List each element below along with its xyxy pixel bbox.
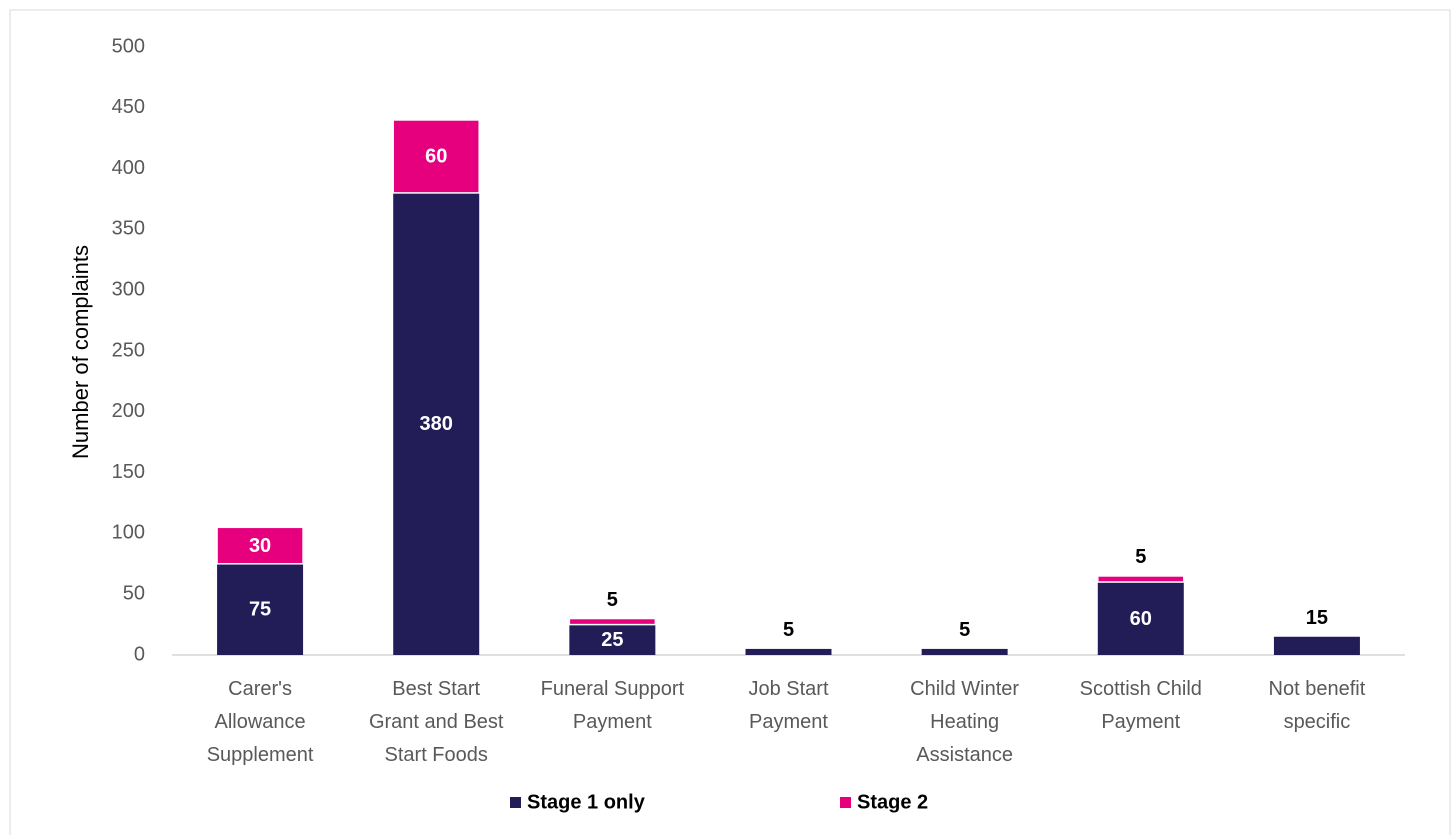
bar-segment <box>745 648 832 655</box>
x-tick-label: Child Winter Heating Assistance <box>910 678 1019 766</box>
y-tick-label: 250 <box>112 339 145 361</box>
legend-label: Stage 2 <box>857 791 928 813</box>
bar-segment <box>393 192 480 656</box>
bar-segment <box>392 119 480 194</box>
data-label: 60 <box>425 146 447 168</box>
y-tick-label: 0 <box>134 643 145 665</box>
x-tick-line: Job Start <box>748 678 828 700</box>
legend-swatch <box>510 797 521 808</box>
x-tick-line: Best Start <box>392 678 480 700</box>
legend-label: Stage 1 only <box>527 791 646 813</box>
y-axis-label: Number of complaints <box>68 245 93 459</box>
x-tick-line: Carer's <box>228 678 292 700</box>
bar-segment <box>568 617 657 626</box>
legend-swatch <box>840 797 851 808</box>
x-tick-label: Best Start Grant and Best Start Foods <box>369 678 504 766</box>
data-label: 5 <box>783 619 794 641</box>
x-tick-label: Scottish Child Payment <box>1080 678 1202 733</box>
data-label: 5 <box>607 589 618 611</box>
y-tick-label: 400 <box>112 157 145 179</box>
data-label: 60 <box>1130 608 1152 630</box>
data-label: 380 <box>420 413 453 435</box>
x-tick-line: Allowance <box>214 711 305 733</box>
y-tick-label: 300 <box>112 278 145 300</box>
x-tick-line: Heating <box>930 711 999 733</box>
y-tick-label: 450 <box>112 96 145 118</box>
x-tick-line: Payment <box>749 711 828 733</box>
bar-segment <box>217 563 304 655</box>
x-tick-line: Payment <box>1101 711 1180 733</box>
data-label: 15 <box>1306 607 1328 629</box>
data-label: 5 <box>959 619 970 641</box>
x-tick-label: Not benefit specific <box>1269 678 1366 733</box>
x-tick-line: Payment <box>573 711 652 733</box>
x-tick-line: Not benefit <box>1269 678 1366 700</box>
x-tick-label: Funeral Support Payment <box>541 678 685 733</box>
bar-segment <box>1097 582 1184 655</box>
bar-segment <box>569 624 656 655</box>
x-tick-line: specific <box>1284 711 1351 733</box>
data-label: 5 <box>1135 546 1146 568</box>
y-tick-label: 100 <box>112 522 145 544</box>
bar-segment <box>1273 636 1360 655</box>
x-tick-line: Grant and Best <box>369 711 504 733</box>
x-tick-line: Assistance <box>916 744 1013 766</box>
bar-segment <box>921 648 1008 655</box>
y-tick-label: 150 <box>112 461 145 483</box>
bar-segment <box>216 526 304 565</box>
data-label: 75 <box>249 599 271 621</box>
y-tick-label: 350 <box>112 218 145 240</box>
x-tick-line: Child Winter <box>910 678 1019 700</box>
x-tick-line: Scottish Child <box>1080 678 1202 700</box>
data-label: 25 <box>601 629 623 651</box>
y-tick-label: 50 <box>123 582 145 604</box>
y-tick-label: 200 <box>112 400 145 422</box>
bar-segment <box>1097 575 1185 583</box>
x-tick-line: Supplement <box>207 744 314 766</box>
x-tick-label: Job Start Payment <box>748 678 828 733</box>
x-tick-line: Start Foods <box>385 744 488 766</box>
chart-border <box>9 9 1451 840</box>
x-tick-label: Carer's Allowance Supplement <box>207 678 314 766</box>
x-tick-line: Funeral Support <box>541 678 685 700</box>
y-tick-label: 500 <box>112 35 145 57</box>
data-label: 30 <box>249 535 271 557</box>
